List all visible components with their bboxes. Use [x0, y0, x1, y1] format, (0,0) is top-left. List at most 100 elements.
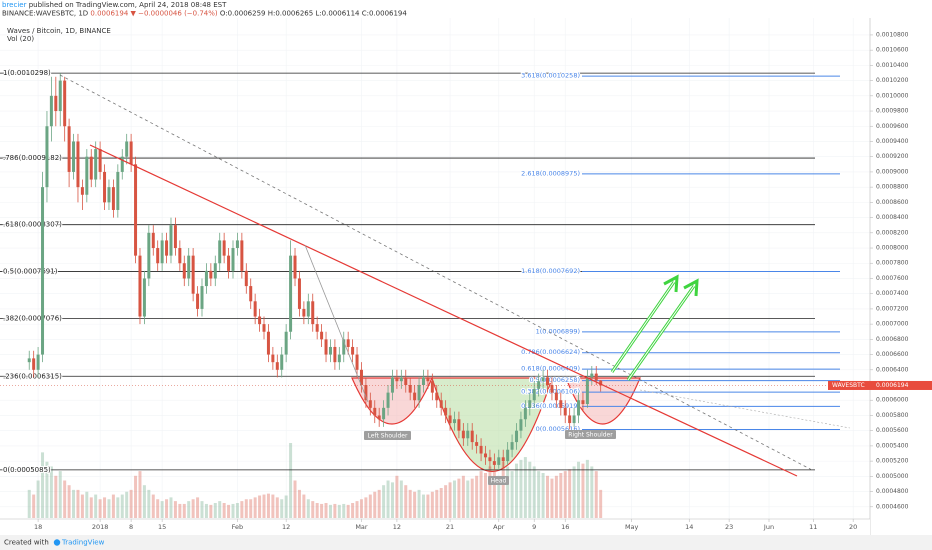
volume-bar [550, 478, 554, 518]
volume-bar [435, 489, 439, 518]
candle-body [169, 225, 173, 256]
volume-bar [147, 489, 151, 518]
candle-body [284, 331, 288, 355]
candle-body [483, 453, 487, 458]
candle-body [426, 377, 430, 382]
candle-body [342, 339, 346, 355]
candle-body [577, 400, 581, 416]
volume-bar [585, 459, 589, 518]
candle-body [156, 248, 160, 264]
candle-body [209, 270, 213, 279]
volume-bar [54, 475, 58, 518]
candle-body [125, 141, 129, 157]
volume-bar [328, 504, 332, 518]
volume-bar [364, 497, 368, 518]
volume-bar [63, 480, 67, 518]
grey-line [304, 244, 369, 403]
volume-bar [315, 503, 319, 518]
candle-body [94, 149, 98, 180]
symbol: BINANCE:WAVESBTC, 1D [2, 10, 88, 18]
candle-body [151, 232, 155, 249]
candles [27, 73, 603, 470]
fib-extension-label: 1(0.0006899) [536, 327, 580, 335]
volume-bar [457, 478, 461, 518]
fib-extension-label: 0.618(0.0006409) [521, 365, 580, 373]
candle-body [479, 445, 483, 454]
candle-body [63, 80, 67, 127]
volume-bar [528, 461, 532, 518]
x-tick-label: Mar [355, 523, 368, 531]
volume-bar [222, 503, 226, 518]
footer-text: Created with [4, 539, 49, 547]
y-tick-label: 0.0009800 [876, 108, 909, 115]
volume-bar [142, 485, 146, 518]
volume-bar [488, 466, 492, 518]
volume-bar [417, 489, 421, 518]
candle-body [289, 255, 293, 332]
candle-body [395, 377, 399, 382]
annotation-box [488, 476, 509, 485]
logo [53, 539, 61, 546]
volume-bar [461, 475, 465, 518]
volume-bar [293, 480, 297, 518]
volume-bar [204, 503, 208, 518]
volume-bar [182, 503, 186, 518]
volume-bar [271, 494, 275, 518]
candle-body [116, 171, 120, 210]
header [0, 0, 932, 18]
volume-bar [72, 489, 76, 518]
y-tick-label: 0.0007800 [876, 260, 909, 267]
annotation-box [565, 430, 616, 439]
candle-body [430, 381, 434, 393]
candle-body [404, 377, 408, 386]
y-tick-label: 0.0009200 [876, 153, 909, 160]
candle-body [461, 430, 465, 439]
fib-label: .618(0.0008307) [3, 221, 62, 229]
volume-bar [169, 497, 173, 518]
y-tick-label: 0.0008200 [876, 229, 909, 236]
y-tick-label: 0.0010200 [876, 77, 909, 84]
candle-body [54, 95, 58, 112]
candle-body [129, 141, 133, 165]
volume-bar [209, 504, 213, 518]
volume-bar [390, 482, 394, 518]
candle-body [320, 331, 324, 340]
candle-body [554, 392, 558, 401]
volume-bar [568, 469, 572, 518]
volume-bar [258, 495, 262, 518]
volume-bar [244, 499, 248, 518]
price-tag [828, 380, 932, 390]
fib-extension-label: 0.5(0.0006258) [529, 376, 580, 384]
arrow [611, 281, 675, 373]
fib-label: 0(0.0005085) [3, 466, 51, 474]
candle-body [550, 385, 554, 393]
candle-body [488, 457, 492, 462]
fib-label: 0.5(0.0007691) [3, 268, 58, 276]
volume-bar [289, 443, 293, 518]
candle-body [191, 255, 195, 294]
chart-title: Waves / Bitcoin, 1D, BINANCE [7, 27, 111, 35]
candle-body [515, 430, 519, 443]
candle-body [492, 461, 496, 465]
volume-bar [439, 488, 443, 518]
candle-body [532, 388, 536, 401]
y-tick-label: 0.0007400 [876, 290, 909, 297]
volume-bar [262, 494, 266, 518]
candle-body [111, 187, 115, 210]
y-tick-label: 0.0005400 [876, 442, 909, 449]
fib-label: 1(0.0010298) [3, 69, 51, 77]
red-trendline [89, 144, 798, 477]
volume-bar [27, 489, 31, 518]
fib-extension-label: 1.618(0.0007692) [521, 267, 580, 275]
footer-brand: TradingView [61, 539, 105, 547]
candle-body [196, 293, 200, 309]
volume-bar [483, 473, 487, 518]
x-tick-label: 12 [282, 523, 290, 531]
volume-bar [572, 466, 576, 518]
volume-bar [178, 503, 182, 518]
candle-body [72, 141, 76, 172]
volume-bar [532, 466, 536, 518]
volume-bar [67, 485, 71, 518]
candle-body [390, 377, 394, 393]
